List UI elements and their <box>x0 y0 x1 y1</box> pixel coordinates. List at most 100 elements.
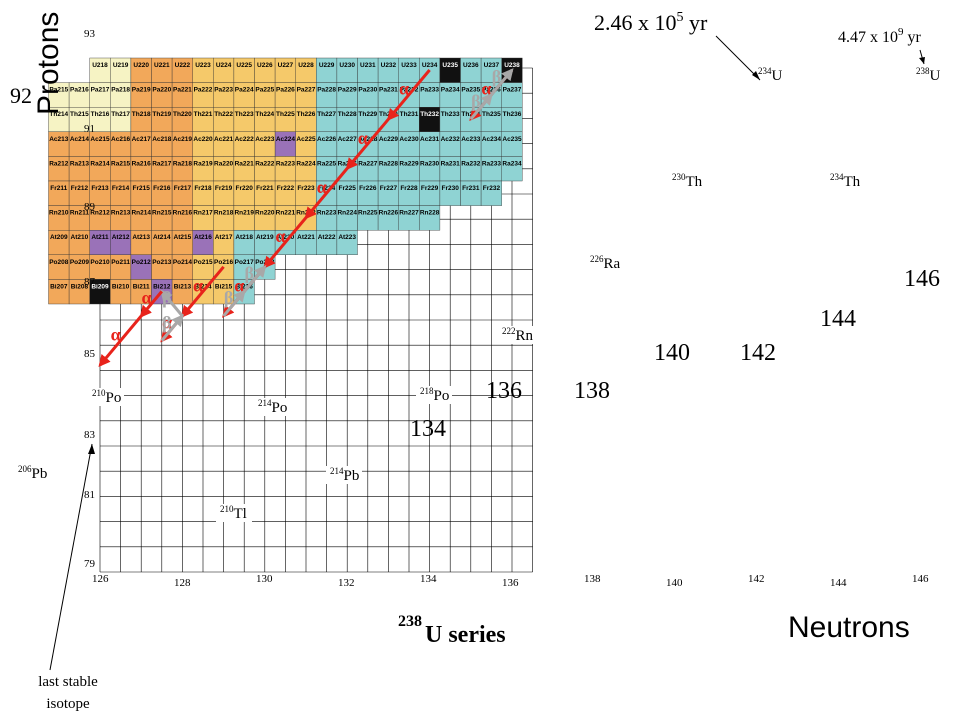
nuclide-cell-label: U236 <box>463 62 479 69</box>
nuclide-cell-label: Po212 <box>132 259 152 266</box>
nuclide-cell-label: Th225 <box>276 111 295 118</box>
nuclide-cell-label: Ac235 <box>502 136 522 143</box>
nuclide-cell-label: U225 <box>236 62 252 69</box>
protons-axis-label: Protons <box>32 12 65 115</box>
nuclide-cell-label: At216 <box>194 234 212 241</box>
nuclide-cell-label: Rn224 <box>337 210 357 217</box>
nuclide-cell-label: Ra229 <box>399 160 419 167</box>
nuclide-cell-label: At217 <box>215 234 233 241</box>
nuclide-cell-label: At209 <box>50 234 68 241</box>
nuclide-cell-label: Fr214 <box>112 185 130 192</box>
beta-decay-arrow <box>222 289 246 317</box>
nuclide-cell-label: Th217 <box>111 111 130 118</box>
nuclide-cell-label: Th226 <box>297 111 316 118</box>
nuclide-cell-label: Th219 <box>152 111 171 118</box>
nuclide-cell-label: Bi215 <box>215 283 233 290</box>
nuclide-cell-label: Fr223 <box>297 185 315 192</box>
beta-label: β <box>224 288 233 308</box>
nuclide-cell-label: Rn217 <box>193 210 213 217</box>
nuclide-symbol: U <box>930 68 941 84</box>
x-tick-label: 138 <box>584 573 601 585</box>
y-tick-label: 93 <box>84 28 96 40</box>
nuclide-cell-label: Th214 <box>49 111 68 118</box>
nuclide-cell-label: U219 <box>113 62 129 69</box>
nuclide-label-text: 230Th <box>672 172 703 190</box>
alpha-decay-arrow <box>139 290 163 318</box>
nuclide-cell-label: At218 <box>235 234 253 241</box>
alpha-label: α <box>142 288 152 308</box>
nuclide-label-text: 210Po <box>92 388 121 406</box>
x-tick-label: 136 <box>502 577 519 589</box>
alpha-label: α <box>399 79 409 99</box>
nuclide-cell-label: Pa225 <box>255 87 274 94</box>
nuclide-cell <box>501 156 523 182</box>
nuclide-cell-label: Ac225 <box>296 136 316 143</box>
alpha-decay-arrow <box>263 216 308 269</box>
nuclide-cell-label: U235 <box>442 62 458 69</box>
nuclide-cell-label: Fr216 <box>153 185 171 192</box>
nuclide-mass: 206 <box>18 464 32 474</box>
nuclide-cell-label: Pa217 <box>91 87 110 94</box>
beta-label: β <box>162 312 171 332</box>
nuclide-cell-label: At211 <box>91 234 109 241</box>
nuclide-cell-label: Fr213 <box>91 185 109 192</box>
nuclide-cell-label: Th223 <box>235 111 254 118</box>
nuclide-cell-label: Ac217 <box>132 136 152 143</box>
neutron-number-label: 142 <box>740 340 776 366</box>
nuclide-mass: 234 <box>758 66 772 76</box>
nuclide-cell-label: Th229 <box>358 111 377 118</box>
series-title: U series <box>425 622 506 648</box>
nuclide-cell-label: Fr231 <box>462 185 480 192</box>
nuclide-cell-label: U229 <box>319 62 335 69</box>
nuclide-symbol: U <box>772 68 783 84</box>
nuclide-mass: 210 <box>92 388 106 398</box>
nuclide-cell-label: Ac234 <box>482 136 502 143</box>
beta-decay-arrow <box>469 92 493 121</box>
nuclide-cell-label: Ac220 <box>193 136 213 143</box>
nuclide-mass: 214 <box>330 466 344 476</box>
nuclide-cell-label: Ac222 <box>235 136 255 143</box>
nuclide-cell-label: U232 <box>381 62 397 69</box>
nuclide-mass: 230 <box>672 172 686 182</box>
nuclide-label-234u: 234U <box>754 66 790 84</box>
nuclide-cell-label: Th215 <box>70 111 89 118</box>
nuclide-cell-label: Po214 <box>173 259 193 266</box>
nuclide-cell-label: Pa224 <box>235 87 254 94</box>
nuclide-cell-label: Bi213 <box>174 283 192 290</box>
nuclide-cell-label: Ac213 <box>49 136 69 143</box>
nuclide-labels: 238U234U234Th230Th226Ra222Rn218Po214Pb21… <box>14 66 948 522</box>
nuclide-cell-label: U218 <box>92 62 108 69</box>
nuclide-cell <box>336 229 358 255</box>
half-life-234u-exp: 5 <box>677 10 684 25</box>
nuclide-cell-label: U226 <box>257 62 273 69</box>
nuclide-cell-label: Ra232 <box>461 160 481 167</box>
nuclide-label-box <box>912 66 948 84</box>
nuclide-cell-label: Th221 <box>194 111 213 118</box>
nuclide-cell-label: Ra230 <box>420 160 440 167</box>
nuclide-mass: 238 <box>916 66 930 76</box>
nuclide-cell-label: Po209 <box>70 259 90 266</box>
y-tick-label: 91 <box>84 123 95 135</box>
nuclide-cell-label: Ac216 <box>111 136 131 143</box>
nuclide-cell-label: Rn225 <box>358 210 378 217</box>
x-tick-label: 140 <box>666 577 683 589</box>
nuclide-cell-label: Ra220 <box>214 160 234 167</box>
nuclide-cell-label: Fr226 <box>359 185 377 192</box>
nuclide-label-box <box>254 398 290 416</box>
nuclide-cell-label: Rn227 <box>399 210 419 217</box>
nuclide-label-box <box>88 388 124 406</box>
nuclide-cell-label: Pa227 <box>297 87 316 94</box>
nuclide-cell-label: Ac228 <box>358 136 378 143</box>
nuclide-label-box <box>826 172 862 190</box>
alpha-label: α <box>317 177 327 197</box>
neutron-number-labels: 134 136 138 140 142 144 146 <box>410 266 940 442</box>
nuclide-cell-label: Ra222 <box>255 160 275 167</box>
nuclide-cell-label: U223 <box>195 62 211 69</box>
nuclide-cell-label: Rn218 <box>214 210 234 217</box>
nuclide-cell-label: U234 <box>422 62 438 69</box>
nuclide-label-text: 214Po <box>258 398 287 416</box>
nuclide-cell-label: Rn220 <box>255 210 275 217</box>
nuclide-symbol: Ra <box>604 256 621 272</box>
